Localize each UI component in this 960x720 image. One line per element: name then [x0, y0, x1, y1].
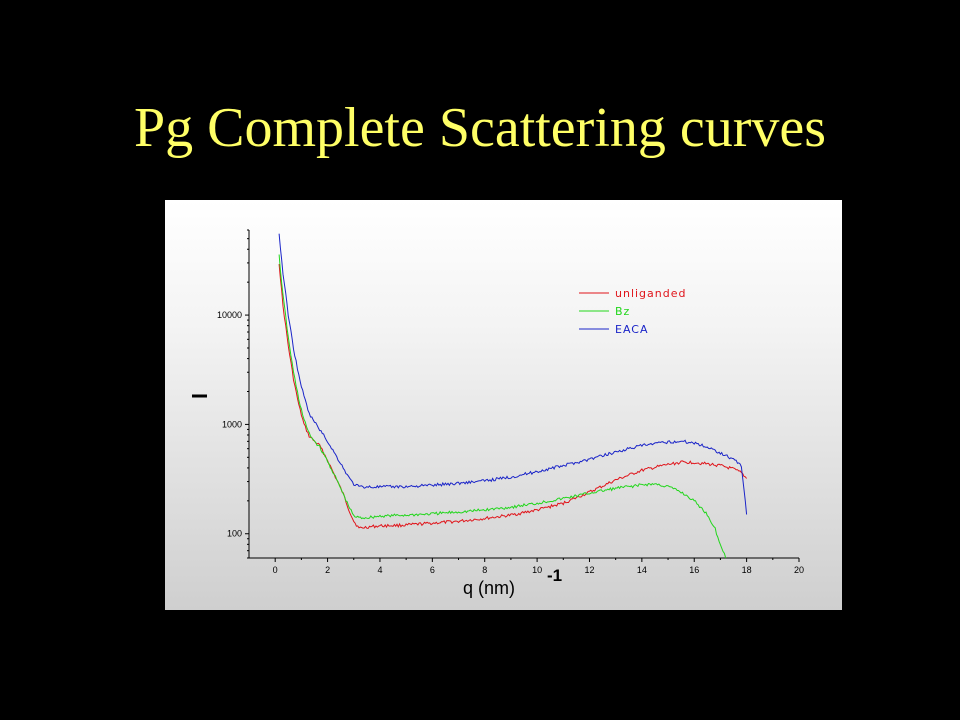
x-tick-label: 4 — [377, 565, 382, 575]
axes: 0 2 4 6 8 10 12 14 16 18 20 100 1000 10000 — [217, 229, 804, 575]
series-line-eaca — [278, 233, 748, 515]
y-tick-label: 1000 — [222, 419, 242, 429]
x-tick-label: 8 — [482, 565, 487, 575]
x-tick-label: 16 — [689, 565, 699, 575]
x-axis-unit-superscript: -1 — [547, 566, 562, 585]
x-tick-label: 12 — [584, 565, 594, 575]
x-tick-label: 0 — [273, 565, 278, 575]
legend: unliganded Bz EACA — [579, 287, 686, 336]
x-tick-label: 6 — [430, 565, 435, 575]
chart-svg: 0 2 4 6 8 10 12 14 16 18 20 100 1000 10000 unliganded… — [192, 229, 804, 598]
x-tick-label: 14 — [637, 565, 647, 575]
legend-label-bz: Bz — [615, 305, 630, 318]
slide-title: Pg Complete Scattering curves — [133, 97, 827, 159]
y-tick-label: 100 — [227, 529, 242, 539]
x-tick-label: 2 — [325, 565, 330, 575]
y-tick-label: 10000 — [217, 310, 242, 320]
legend-label-eaca: EACA — [615, 323, 649, 336]
x-axis-label: q (nm) — [463, 578, 515, 598]
series-line-bz — [278, 254, 727, 559]
x-tick-label: 18 — [742, 565, 752, 575]
scattering-chart: 0 2 4 6 8 10 12 14 16 18 20 100 1000 10000 unliganded… — [165, 200, 842, 610]
x-tick-label: 20 — [794, 565, 804, 575]
x-tick-label: 10 — [532, 565, 542, 575]
legend-label-unliganded: unliganded — [615, 287, 686, 300]
series-layer — [278, 233, 748, 559]
series-line-unliganded — [278, 264, 747, 529]
